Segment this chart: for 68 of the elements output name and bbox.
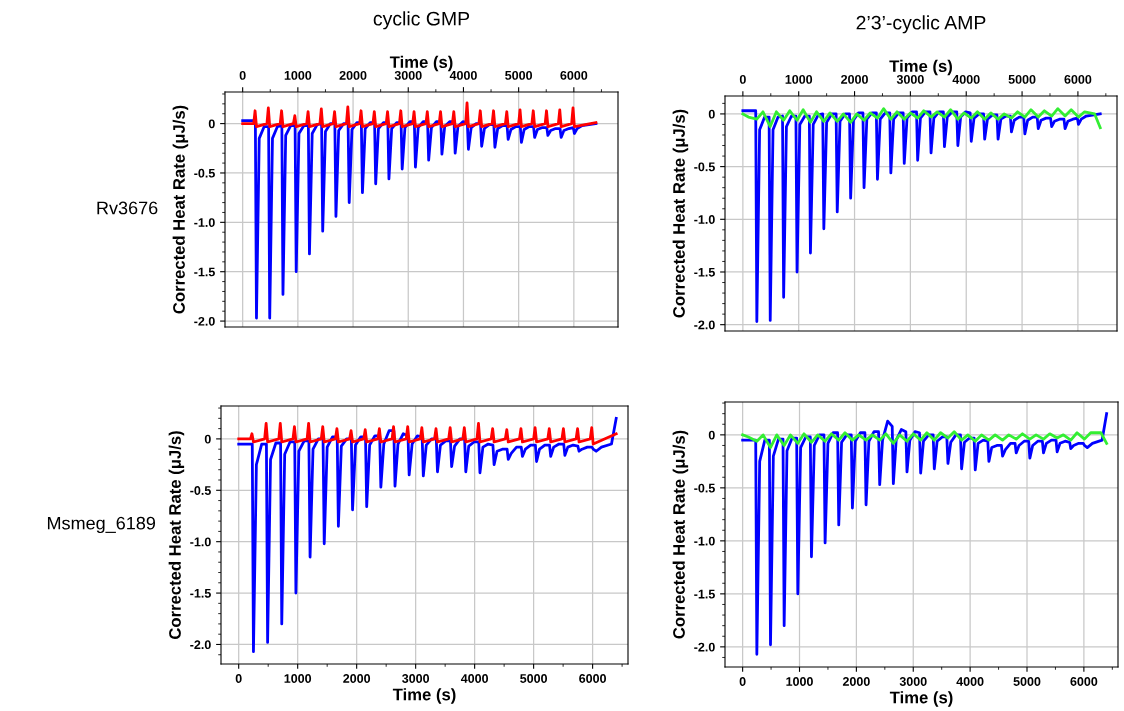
chart-title: 2’3’-cyclic AMP xyxy=(856,15,986,34)
y-tick-label: -2.0 xyxy=(194,316,215,326)
line-series xyxy=(241,119,598,320)
y-axis-title: Corrected Heat Rate (μJ/s) xyxy=(168,431,185,639)
x-tick-label: 4000 xyxy=(956,677,984,686)
y-tick-label: -2.0 xyxy=(694,642,715,652)
x-tick-label: 0 xyxy=(739,74,746,84)
x-tick-label: 1000 xyxy=(785,74,813,84)
chart-title: cyclic GMP xyxy=(373,11,470,30)
x-tick-label: 5000 xyxy=(1008,74,1036,84)
x-tick-label: 1000 xyxy=(284,674,312,683)
y-tick-label: -1.0 xyxy=(194,218,215,227)
y-tick-label: -2.0 xyxy=(694,320,715,330)
x-tick-label: 6000 xyxy=(560,70,588,80)
x-tick-label: 2000 xyxy=(842,677,870,686)
line-series xyxy=(741,109,1102,323)
x-tick-label: 1000 xyxy=(786,677,813,686)
y-tick-label: -1.5 xyxy=(194,267,215,277)
x-tick-label: 3000 xyxy=(896,74,924,84)
y-tick-label: 0 xyxy=(208,119,215,129)
x-tick-label: 5000 xyxy=(1013,677,1041,686)
y-axis-title: Corrected Heat Rate (μJ/s) xyxy=(672,430,689,639)
y-tick-label: -1.0 xyxy=(694,536,715,546)
x-axis-title: Time (s) xyxy=(392,688,456,704)
y-tick-label: -0.5 xyxy=(194,168,215,178)
x-tick-label: 0 xyxy=(235,674,242,683)
x-tick-label: 4000 xyxy=(449,70,477,80)
y-tick-label: -1.5 xyxy=(694,589,715,599)
x-tick-label: 2000 xyxy=(841,74,868,84)
x-tick-label: 0 xyxy=(739,677,746,686)
x-tick-label: 2000 xyxy=(343,674,371,683)
x-tick-label: 0 xyxy=(239,70,246,80)
line-series xyxy=(237,416,618,654)
x-axis-title: Time (s) xyxy=(889,59,952,76)
y-tick-label: -1.5 xyxy=(190,589,211,598)
y-tick-label: -2.0 xyxy=(190,640,211,650)
line-series xyxy=(741,107,1102,129)
y-tick-label: 0 xyxy=(204,434,211,444)
x-tick-label: 5000 xyxy=(520,674,548,683)
y-axis-title: Corrected Heat Rate (μJ/s) xyxy=(172,105,189,314)
line-series xyxy=(241,101,598,128)
y-tick-label: -1.0 xyxy=(694,215,715,224)
x-tick-label: 4000 xyxy=(952,74,980,84)
line-series xyxy=(237,422,618,446)
y-tick-label: -0.5 xyxy=(694,483,715,493)
line-series xyxy=(741,430,1109,449)
y-tick-label: -0.5 xyxy=(190,486,211,495)
x-tick-label: 4000 xyxy=(460,674,489,683)
x-tick-label: 5000 xyxy=(505,70,533,80)
line-series xyxy=(741,412,1109,656)
x-axis-title: Time (s) xyxy=(889,691,953,707)
y-tick-label: 0 xyxy=(708,109,715,119)
x-tick-label: 2000 xyxy=(339,70,367,80)
x-tick-label: 3000 xyxy=(402,674,430,683)
y-tick-label: 0 xyxy=(708,430,715,440)
text: Msmeg_6189 xyxy=(47,516,156,534)
y-tick-label: -1.5 xyxy=(694,267,715,277)
x-tick-label: 6000 xyxy=(1064,74,1092,84)
x-tick-label: 6000 xyxy=(579,674,606,683)
x-tick-label: 3000 xyxy=(394,70,422,80)
x-tick-label: 1000 xyxy=(284,70,312,80)
y-tick-label: -1.0 xyxy=(190,537,211,547)
x-tick-label: 6000 xyxy=(1070,677,1098,686)
y-axis-title: Corrected Heat Rate (μJ/s) xyxy=(672,109,689,318)
text: Rv3676 xyxy=(97,201,158,215)
x-axis-title: Time (s) xyxy=(389,55,453,72)
x-tick-label: 3000 xyxy=(899,677,927,686)
y-tick-label: -0.5 xyxy=(694,162,715,172)
